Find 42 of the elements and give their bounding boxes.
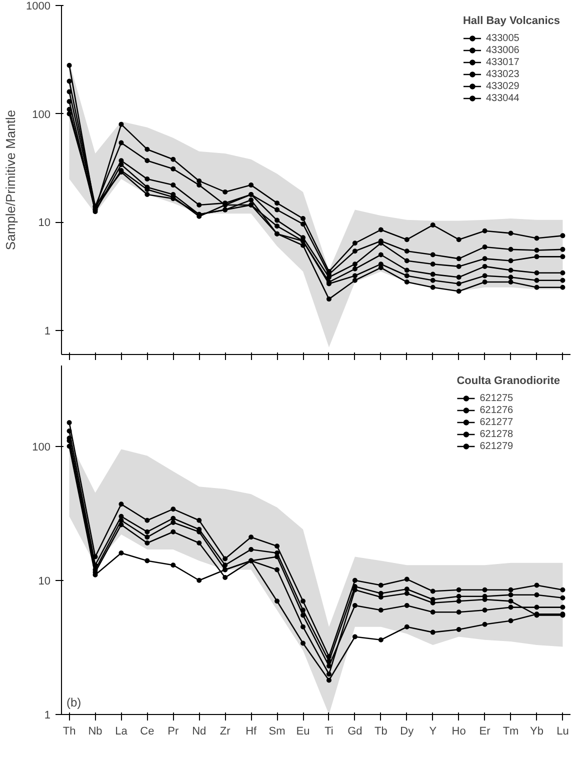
y-tick-label: 10 xyxy=(38,575,51,588)
x-tick-label: Pr xyxy=(168,726,180,738)
y-tick-label: 100 xyxy=(32,108,51,121)
legend-label: 433005 xyxy=(486,32,520,44)
x-tick-label: Dy xyxy=(400,726,414,738)
x-tick-label: Gd xyxy=(348,726,362,738)
legend-label: 433029 xyxy=(486,80,520,92)
x-tick-label: Lu xyxy=(556,726,569,738)
x-tick-label: La xyxy=(115,726,128,738)
y-tick-label: 10 xyxy=(38,217,51,230)
legend-title: Hall Bay Volcanics xyxy=(462,15,560,27)
x-tick-label: Yb xyxy=(530,726,544,738)
x-tick-label: Sm xyxy=(268,726,286,738)
legend-label: 621277 xyxy=(480,416,514,428)
legend-label: 621278 xyxy=(480,428,514,440)
legend-label: 433023 xyxy=(486,68,520,80)
y-tick-label: 1 xyxy=(44,710,51,722)
y-tick-label: 1000 xyxy=(26,0,51,12)
x-tick-label: Eu xyxy=(296,726,310,738)
x-tick-label: Zr xyxy=(220,726,231,738)
annotation: (b) xyxy=(66,696,82,710)
x-tick-label: Ce xyxy=(140,726,154,738)
x-tick-label: Hf xyxy=(246,726,258,738)
x-tick-label: Ti xyxy=(324,726,334,738)
legend-label: 433044 xyxy=(486,92,520,104)
x-tick-label: Tb xyxy=(374,726,388,738)
y-axis-title: Sample/Primitive Mantle xyxy=(3,110,18,250)
x-tick-label: Nb xyxy=(88,726,102,738)
legend-label: 433006 xyxy=(486,44,520,56)
x-tick-label: Y xyxy=(429,726,438,738)
legend-label: 621275 xyxy=(480,392,514,404)
x-tick-label: Er xyxy=(479,726,491,738)
legend-label: 433017 xyxy=(486,56,520,68)
legend-title: Coulta Granodiorite xyxy=(456,375,560,387)
x-tick-label: Nd xyxy=(192,726,206,738)
x-tick-label: Tm xyxy=(502,726,519,738)
legend-label: 621276 xyxy=(480,404,514,416)
y-tick-label: 100 xyxy=(32,441,51,454)
y-tick-label: 1 xyxy=(44,325,51,338)
x-tick-label: Ho xyxy=(452,726,466,738)
legend-label: 621279 xyxy=(480,440,514,452)
x-tick-label: Th xyxy=(62,726,76,738)
